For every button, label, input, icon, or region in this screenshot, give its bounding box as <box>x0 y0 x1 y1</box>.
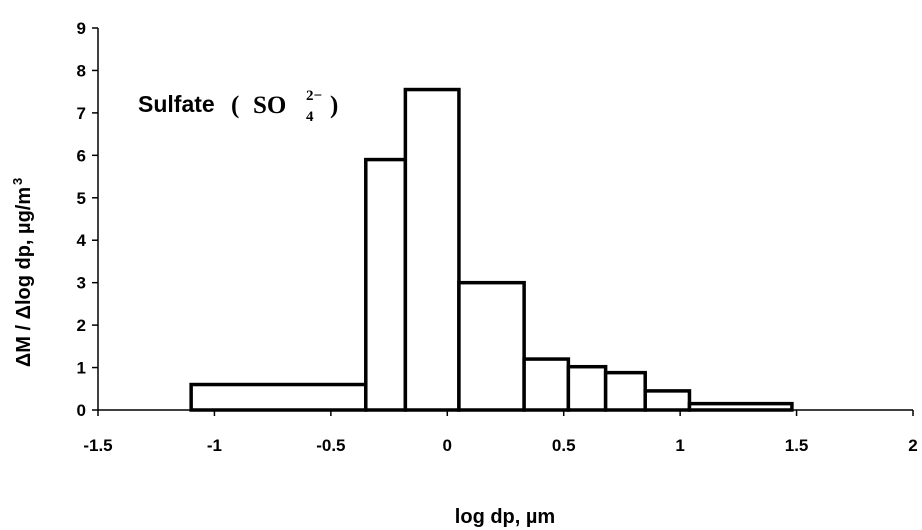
x-axis-title: log dp, µm <box>455 506 555 528</box>
y-axis-title: ΔM / Δlog dp, µg/m <box>13 187 35 367</box>
bars-group <box>189 87 794 412</box>
y-tick-label: 7 <box>77 104 86 123</box>
y-tick-label: 3 <box>77 274 86 293</box>
annotation-open-paren: ( <box>231 92 239 119</box>
y-tick-label: 9 <box>77 19 86 38</box>
x-tick-label: -0.5 <box>316 436 345 455</box>
y-tick-label: 8 <box>77 61 86 80</box>
histogram-bar-3 <box>403 87 461 412</box>
y-tick-label: 5 <box>77 189 86 208</box>
y-tick-label: 6 <box>77 146 86 165</box>
x-tick-label: 2 <box>908 436 917 455</box>
x-tick-label: -1 <box>207 436 222 455</box>
y-tick-label: 2 <box>77 316 86 335</box>
y-tick-label: 1 <box>77 359 86 378</box>
histogram-bar-2 <box>364 157 408 412</box>
x-tick-label: 0 <box>443 436 452 455</box>
axes-group <box>97 28 913 411</box>
annotation-formula-superscript: 2− <box>306 88 322 104</box>
x-tick-label: -1.5 <box>83 436 112 455</box>
annotation-label: Sulfate <box>138 91 215 117</box>
x-tick-label: 0.5 <box>552 436 576 455</box>
histogram-bar-5 <box>522 357 571 412</box>
histogram-bar-4 <box>457 280 526 412</box>
y-axis-title-superscript: 3 <box>10 178 25 185</box>
histogram-bar-7 <box>603 370 647 412</box>
annotation-close-paren: ) <box>330 92 338 119</box>
x-tick-label: 1.5 <box>785 436 809 455</box>
annotation-formula-base: SO <box>253 92 286 119</box>
histogram-bar-8 <box>643 389 692 412</box>
annotation-formula-subscript: 4 <box>306 109 314 125</box>
y-tick-label: 4 <box>77 231 87 250</box>
histogram-bar-9 <box>687 401 794 412</box>
y-ticks-group: 0 1 2 3 4 5 6 7 8 9 <box>77 19 98 420</box>
x-tick-label: 1 <box>675 436 684 455</box>
histogram-bar-6 <box>566 364 608 412</box>
x-ticks-group: -1.5 -1 -0.5 0 0.5 1 1.5 2 <box>83 410 918 455</box>
histogram-bar-1 <box>189 382 368 412</box>
y-tick-label: 0 <box>77 401 86 420</box>
